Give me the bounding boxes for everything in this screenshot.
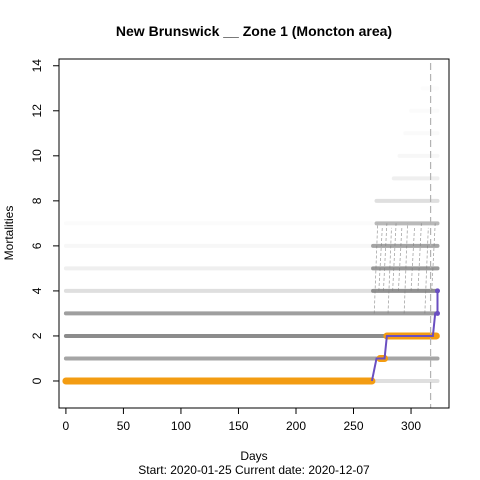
y-tick-label-6: 6 [30,242,44,249]
chart-title: New Brunswick __ Zone 1 (Moncton area) [116,23,392,39]
trend-line [370,290,439,382]
x-tick-label-50: 50 [117,419,131,433]
projection-connector-8 [417,223,422,291]
y-axis: 0 2 4 6 8 10 12 14 [30,59,60,384]
y-tick-label-10: 10 [30,149,44,163]
projection-connector-9 [424,227,429,314]
projection-connectors [373,223,436,314]
x-tick-label-300: 300 [401,419,421,433]
projection-connector-2 [383,223,388,291]
x-tick-label-150: 150 [228,419,248,433]
y-tick-label-8: 8 [30,197,44,204]
y-axis-label: Mortalities [2,206,16,261]
x-axis-label: Days [240,449,267,463]
trend-line-layer [370,290,439,382]
y-tick-label-12: 12 [30,104,44,118]
x-tick-label-200: 200 [286,419,306,433]
projection-connector-5 [397,227,403,291]
y-tick-label-2: 2 [30,332,44,339]
y-tick-label-4: 4 [30,287,44,294]
chart-subtitle: Start: 2020-01-25 Current date: 2020-12-… [138,463,370,477]
projection-bands [63,131,440,383]
projection-connector-6 [403,223,408,314]
projection-connector-1 [378,227,383,291]
x-tick-label-100: 100 [171,419,191,433]
x-tick-label-250: 250 [343,419,363,433]
projection-connector-3 [387,227,392,314]
projection-connector-10 [431,223,436,291]
x-axis: 0 50 100 150 200 250 300 [63,407,421,433]
x-tick-label-0: 0 [63,419,70,433]
projection-connector-0 [373,223,379,314]
y-tick-label-0: 0 [30,377,44,384]
projection-connector-7 [410,227,415,291]
projection-connector-4 [392,223,397,291]
y-tick-label-14: 14 [30,59,44,73]
